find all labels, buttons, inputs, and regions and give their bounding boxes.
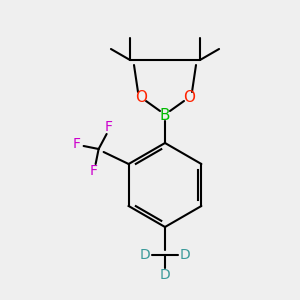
- Text: D: D: [140, 248, 150, 262]
- Text: O: O: [135, 89, 147, 104]
- Text: B: B: [160, 107, 170, 122]
- Text: F: F: [90, 164, 98, 178]
- Text: D: D: [180, 248, 190, 262]
- Text: F: F: [73, 137, 81, 151]
- Text: F: F: [105, 120, 112, 134]
- Text: D: D: [160, 268, 170, 282]
- Text: O: O: [183, 89, 195, 104]
